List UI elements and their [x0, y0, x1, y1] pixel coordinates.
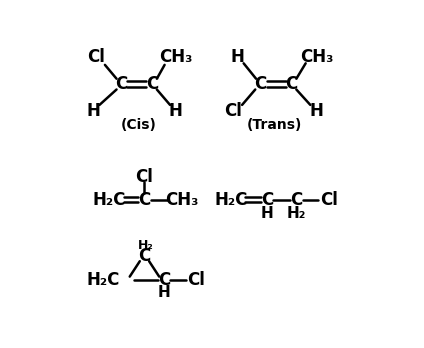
Text: Cl: Cl: [86, 48, 105, 66]
Text: C: C: [115, 75, 127, 93]
Text: Cl: Cl: [136, 167, 153, 185]
Text: (Trans): (Trans): [247, 118, 302, 132]
Text: H₂C: H₂C: [86, 271, 120, 290]
Text: Cl: Cl: [224, 102, 242, 120]
Text: C: C: [158, 271, 170, 290]
Text: H: H: [260, 206, 273, 221]
Text: C: C: [138, 191, 151, 208]
Text: Cl: Cl: [187, 271, 205, 290]
Text: H: H: [86, 102, 100, 120]
Text: H: H: [168, 102, 182, 120]
Text: Cl: Cl: [320, 191, 338, 208]
Text: C: C: [254, 75, 267, 93]
Text: C: C: [138, 247, 151, 265]
Text: (Cis): (Cis): [120, 118, 156, 132]
Text: C: C: [290, 191, 302, 208]
Text: H: H: [231, 48, 244, 66]
Text: CH₃: CH₃: [165, 191, 198, 208]
Text: H₂: H₂: [287, 206, 306, 221]
Text: H: H: [157, 285, 170, 300]
Text: CH₃: CH₃: [159, 48, 192, 66]
Text: H₂: H₂: [138, 238, 154, 252]
Text: C: C: [286, 75, 298, 93]
Text: CH₃: CH₃: [300, 48, 333, 66]
Text: C: C: [261, 191, 273, 208]
Text: H₂C: H₂C: [215, 191, 248, 208]
Text: H₂C: H₂C: [92, 191, 126, 208]
Text: C: C: [146, 75, 158, 93]
Text: H: H: [310, 102, 324, 120]
